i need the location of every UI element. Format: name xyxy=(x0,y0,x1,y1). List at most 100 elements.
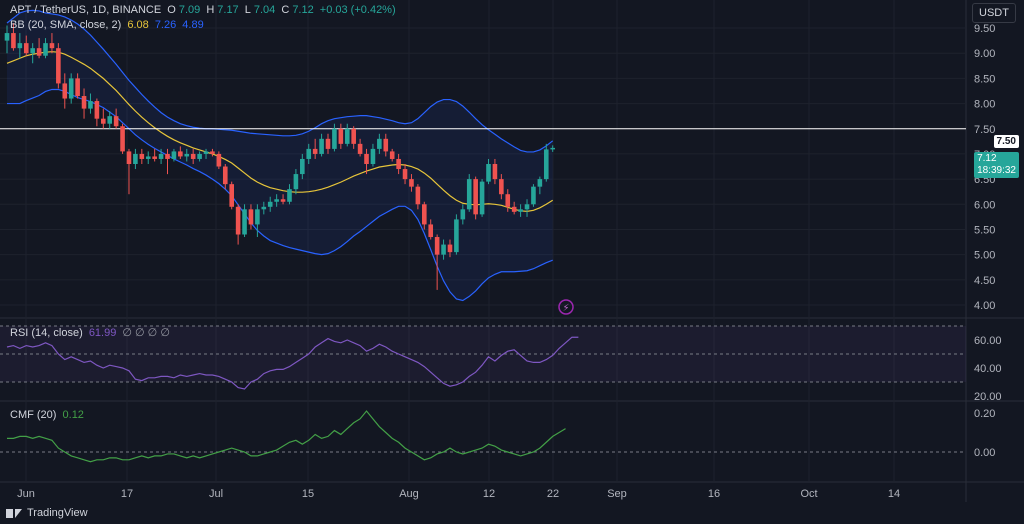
candle xyxy=(280,194,286,205)
candle-body xyxy=(415,186,421,205)
candle xyxy=(255,204,260,238)
candle-body xyxy=(120,126,125,152)
candle xyxy=(383,133,389,157)
rsi-label: RSI (14, close) xyxy=(10,327,83,339)
candle-body xyxy=(94,101,100,119)
cmf-value: 0.12 xyxy=(62,409,84,421)
candle xyxy=(261,201,267,215)
candle-body xyxy=(370,148,376,164)
candle xyxy=(511,201,517,215)
bb-label: BB (20, SMA, close, 2) xyxy=(10,19,122,31)
candle-body xyxy=(473,179,478,215)
candle-body xyxy=(222,166,228,185)
symbol-label[interactable]: APT / TetherUS, 1D, BINANCE xyxy=(10,4,162,16)
candles: ⚡ xyxy=(4,23,574,315)
candle xyxy=(171,148,177,162)
candle-body xyxy=(145,156,151,159)
rsi-legend[interactable]: RSI (14, close) 61.99 ∅ ∅ ∅ ∅ xyxy=(10,326,173,339)
x-tick-label: 17 xyxy=(121,488,133,500)
candle xyxy=(338,123,344,149)
candle xyxy=(101,108,106,129)
brand-label: TradingView xyxy=(27,507,88,519)
candle xyxy=(197,151,202,162)
candle-body xyxy=(325,138,331,149)
candle xyxy=(11,23,16,51)
candle-body xyxy=(524,204,530,210)
x-tick-label: Aug xyxy=(399,488,419,500)
x-tick-label: Sep xyxy=(607,488,627,500)
candle-body xyxy=(357,143,363,154)
countdown-value: 18:39:32 xyxy=(977,165,1016,176)
candle xyxy=(306,143,312,164)
low-label: L xyxy=(244,4,251,16)
bb-legend[interactable]: BB (20, SMA, close, 2) 6.08 7.26 4.89 xyxy=(10,19,207,31)
candle-body xyxy=(36,48,42,56)
candle xyxy=(216,151,222,170)
candle-body xyxy=(389,151,395,159)
candle xyxy=(441,239,446,260)
open-label: O xyxy=(167,4,176,16)
candle-body xyxy=(197,153,202,159)
tradingview-logo-icon xyxy=(6,508,22,518)
candle xyxy=(486,158,491,185)
candle-body xyxy=(486,164,491,182)
candle xyxy=(402,164,408,185)
candle-body xyxy=(428,224,434,238)
level-tag: 7.50 xyxy=(993,135,1019,148)
bb-upper-line xyxy=(6,9,554,153)
candle xyxy=(531,184,536,207)
candle-body xyxy=(422,204,427,225)
y-tick-label: 4.50 xyxy=(974,275,995,287)
candle xyxy=(210,148,215,157)
candle xyxy=(49,33,55,54)
y-tick-label: 7.50 xyxy=(974,124,995,136)
candle xyxy=(229,181,234,210)
x-tick-label: 15 xyxy=(302,488,314,500)
candle xyxy=(473,176,478,220)
candle xyxy=(107,111,113,129)
lightning-icon xyxy=(558,299,574,315)
candle xyxy=(428,219,434,240)
candle-body xyxy=(113,116,119,127)
cmf-panel xyxy=(0,410,966,463)
candle xyxy=(287,184,292,205)
candle-body xyxy=(312,148,318,154)
candle-body xyxy=(511,206,517,212)
currency-button[interactable]: USDT xyxy=(972,3,1016,23)
low-value: 7.04 xyxy=(253,4,276,16)
candle xyxy=(344,123,350,147)
candle xyxy=(184,148,190,162)
candle xyxy=(466,174,472,212)
candle xyxy=(43,38,48,59)
bb-basis-value: 6.08 xyxy=(127,19,149,31)
candle xyxy=(75,73,80,99)
candle-body xyxy=(30,48,35,54)
candle xyxy=(267,196,273,212)
candle xyxy=(190,148,196,164)
bb-fill xyxy=(7,10,553,301)
candle xyxy=(235,204,241,245)
candle xyxy=(389,148,395,162)
rsi-value: 61.99 xyxy=(88,327,117,339)
candle xyxy=(351,126,356,149)
candle-body xyxy=(190,153,196,159)
candle-body xyxy=(383,138,389,152)
candle-body xyxy=(242,209,247,235)
tradingview-brand[interactable]: TradingView xyxy=(6,504,88,522)
candle-body xyxy=(235,206,241,235)
cmf-legend[interactable]: CMF (20) 0.12 xyxy=(10,409,87,421)
candle-body xyxy=(171,151,177,159)
candle xyxy=(126,148,132,195)
candle-body xyxy=(402,169,408,180)
candle-body xyxy=(338,128,344,144)
candle-body xyxy=(280,199,286,202)
candle xyxy=(499,174,504,200)
close-label: C xyxy=(281,4,290,16)
change-value: +0.03 (+0.42%) xyxy=(319,4,396,16)
y-tick-label: 5.50 xyxy=(974,224,995,236)
bb-basis-line xyxy=(6,51,554,212)
cmf-line xyxy=(7,410,566,463)
candle-body xyxy=(364,153,369,164)
candle-body xyxy=(81,96,87,109)
